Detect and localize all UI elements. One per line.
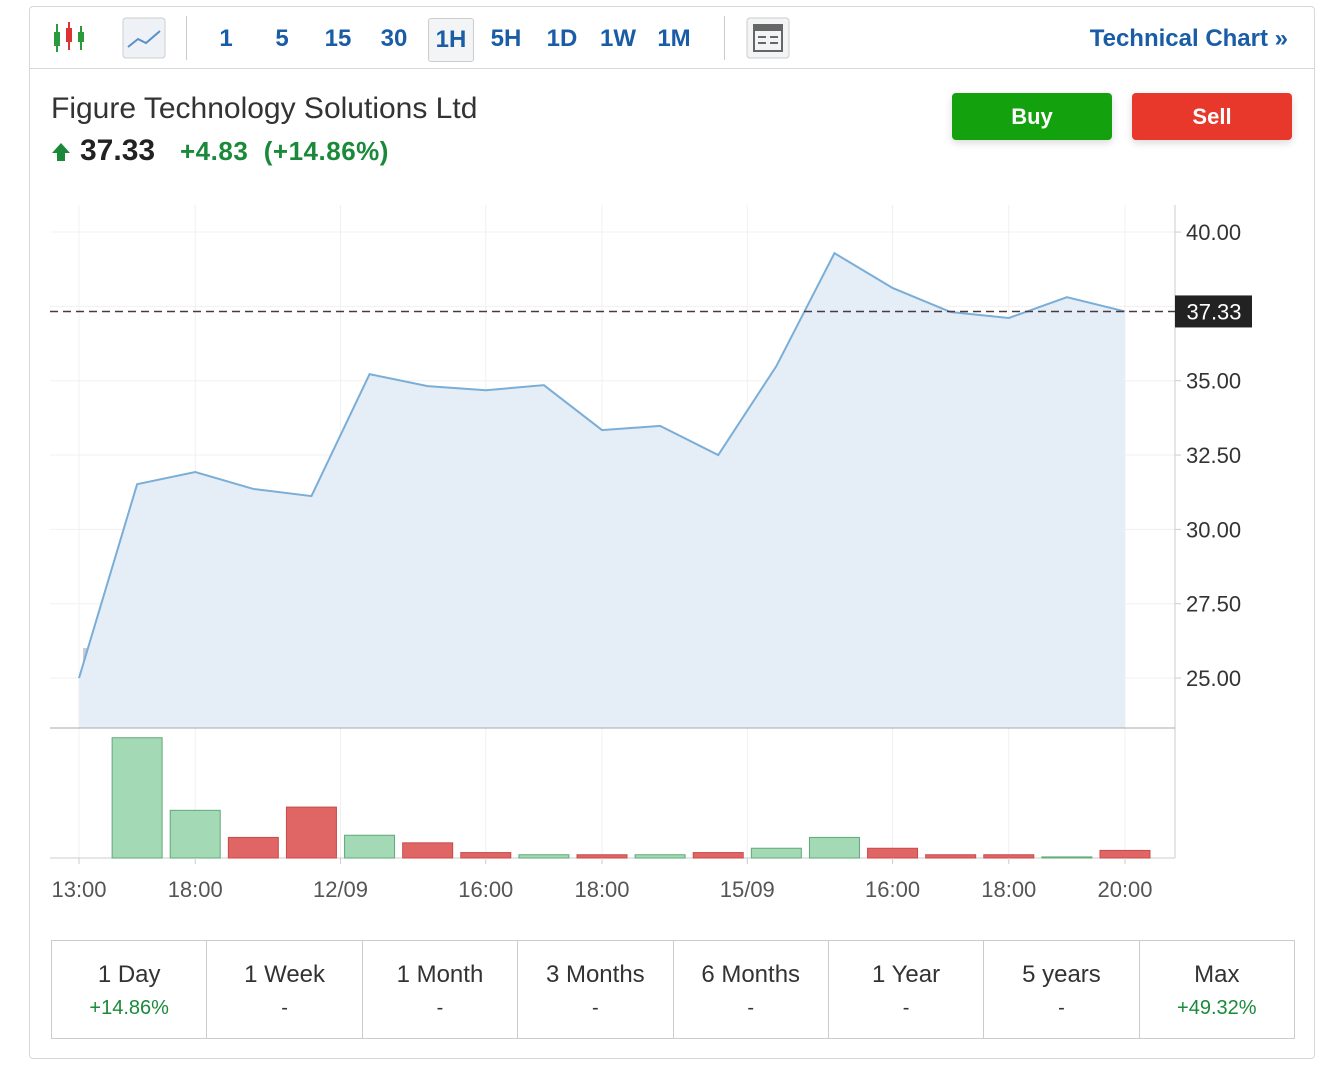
period-change: +49.32% (1177, 997, 1257, 1019)
volume-bar (111, 737, 163, 859)
period-label: 3 Months (545, 961, 645, 988)
period-change: - (436, 997, 444, 1019)
interval-button[interactable]: 1W (600, 25, 636, 52)
instrument-title: Figure Technology Solutions Ltd (51, 92, 478, 125)
volume-bar (1099, 849, 1151, 859)
volume-bar (634, 854, 686, 859)
volume-bar (925, 854, 977, 859)
interval-button[interactable]: 1H (428, 18, 474, 62)
interval-button[interactable]: 1M (657, 25, 691, 52)
period-change: +14.86% (89, 997, 169, 1019)
period-label: 1 Day (97, 961, 161, 988)
y-tick-label: 30.00 (1186, 517, 1241, 542)
volume-bar (460, 852, 512, 859)
volume-bar (750, 847, 802, 859)
period-cell[interactable]: Max +49.32% (1140, 941, 1294, 1038)
x-tick-label: 18:00 (981, 877, 1036, 902)
x-tick-label: 13:00 (51, 877, 106, 902)
area (79, 253, 1125, 728)
volume-bar (1041, 856, 1093, 859)
interval-button[interactable]: 30 (380, 25, 408, 52)
divider (724, 16, 725, 60)
change: +4.83 (180, 136, 249, 166)
candle-icon[interactable] (49, 20, 89, 56)
buy-button[interactable]: Buy (952, 93, 1112, 140)
chart: Investing.com25.0027.5030.0032.5035.0037… (50, 205, 1252, 902)
volume-bar (518, 854, 570, 859)
period-label: 1 Year (872, 961, 941, 988)
period-change: - (591, 997, 599, 1019)
x-tick-label: 16:00 (458, 877, 513, 902)
period-change: - (281, 997, 288, 1019)
interval-button[interactable]: 5H (490, 25, 522, 52)
period-label: 6 Months (701, 961, 801, 988)
price-change: +4.83 (+14.86%) (180, 136, 389, 167)
interval-button[interactable]: 5 (275, 25, 289, 52)
card (29, 6, 1315, 1059)
x-tick-label: 20:00 (1097, 877, 1152, 902)
line-icon[interactable] (122, 17, 166, 59)
period-cell[interactable]: 5 years - (984, 941, 1140, 1038)
news-icon[interactable] (746, 17, 790, 59)
volume-bar (692, 852, 744, 859)
change-pct: (+14.86%) (263, 136, 389, 166)
period-cell[interactable]: 1 Week - (207, 941, 363, 1038)
period-cell[interactable]: 1 Month - (363, 941, 519, 1038)
y-tick-label: 25.00 (1186, 666, 1241, 691)
period-cell[interactable]: 3 Months - (518, 941, 674, 1038)
y-tick-label: 32.50 (1186, 443, 1241, 468)
period-cell[interactable]: 1 Day +14.86% (52, 941, 208, 1038)
y-tick-label: 40.00 (1186, 220, 1241, 245)
period-label: 1 Month (396, 961, 484, 988)
volume-bar (344, 834, 396, 859)
volume-bar (227, 836, 279, 859)
volume-bar (285, 806, 337, 859)
y-tick-label: 27.50 (1186, 592, 1241, 617)
volume-bar (169, 809, 221, 859)
y-tick-label: 35.00 (1186, 369, 1241, 394)
divider (186, 16, 187, 60)
interval-button[interactable]: 15 (324, 25, 352, 52)
x-tick-label: 16:00 (865, 877, 920, 902)
volume-bar (808, 836, 860, 859)
period-change: - (902, 997, 910, 1019)
technical-chart-link[interactable]: Technical Chart » (1089, 25, 1288, 52)
sell-button[interactable]: Sell (1132, 93, 1292, 140)
price: 37.33 (80, 134, 156, 167)
period-label: 1 Week (244, 961, 326, 988)
period-label: 5 years (1022, 961, 1101, 988)
interval-button[interactable]: 1D (546, 25, 578, 52)
period-cell[interactable]: 1 Year - (829, 941, 985, 1038)
x-tick-label: 12/09 (313, 877, 368, 902)
period-cell[interactable]: 6 Months - (674, 941, 829, 1038)
interval-button[interactable]: 1 (219, 25, 233, 52)
volume-bar (983, 854, 1035, 859)
x-tick-label: 15/09 (720, 877, 775, 902)
volume-bar (576, 854, 628, 859)
x-tick-label: 18:00 (168, 877, 223, 902)
period-change: - (1058, 997, 1065, 1019)
current-price-tag (1175, 295, 1252, 328)
volume-bar (402, 842, 454, 859)
volume-bar (867, 847, 919, 859)
period-label: Max (1194, 961, 1240, 988)
current-price-label: 37.33 (1186, 299, 1241, 324)
x-tick-label: 18:00 (574, 877, 629, 902)
toolbar: 1 5 15 30 1H 5H 1D 1W 1M Technical Chart » (29, 6, 1314, 69)
period-change: - (747, 997, 755, 1019)
up-arrow (52, 143, 70, 161)
period-table: 1 Day +14.86% 1 Week -1 Month -3 Months -6 Mo… (51, 940, 1295, 1039)
